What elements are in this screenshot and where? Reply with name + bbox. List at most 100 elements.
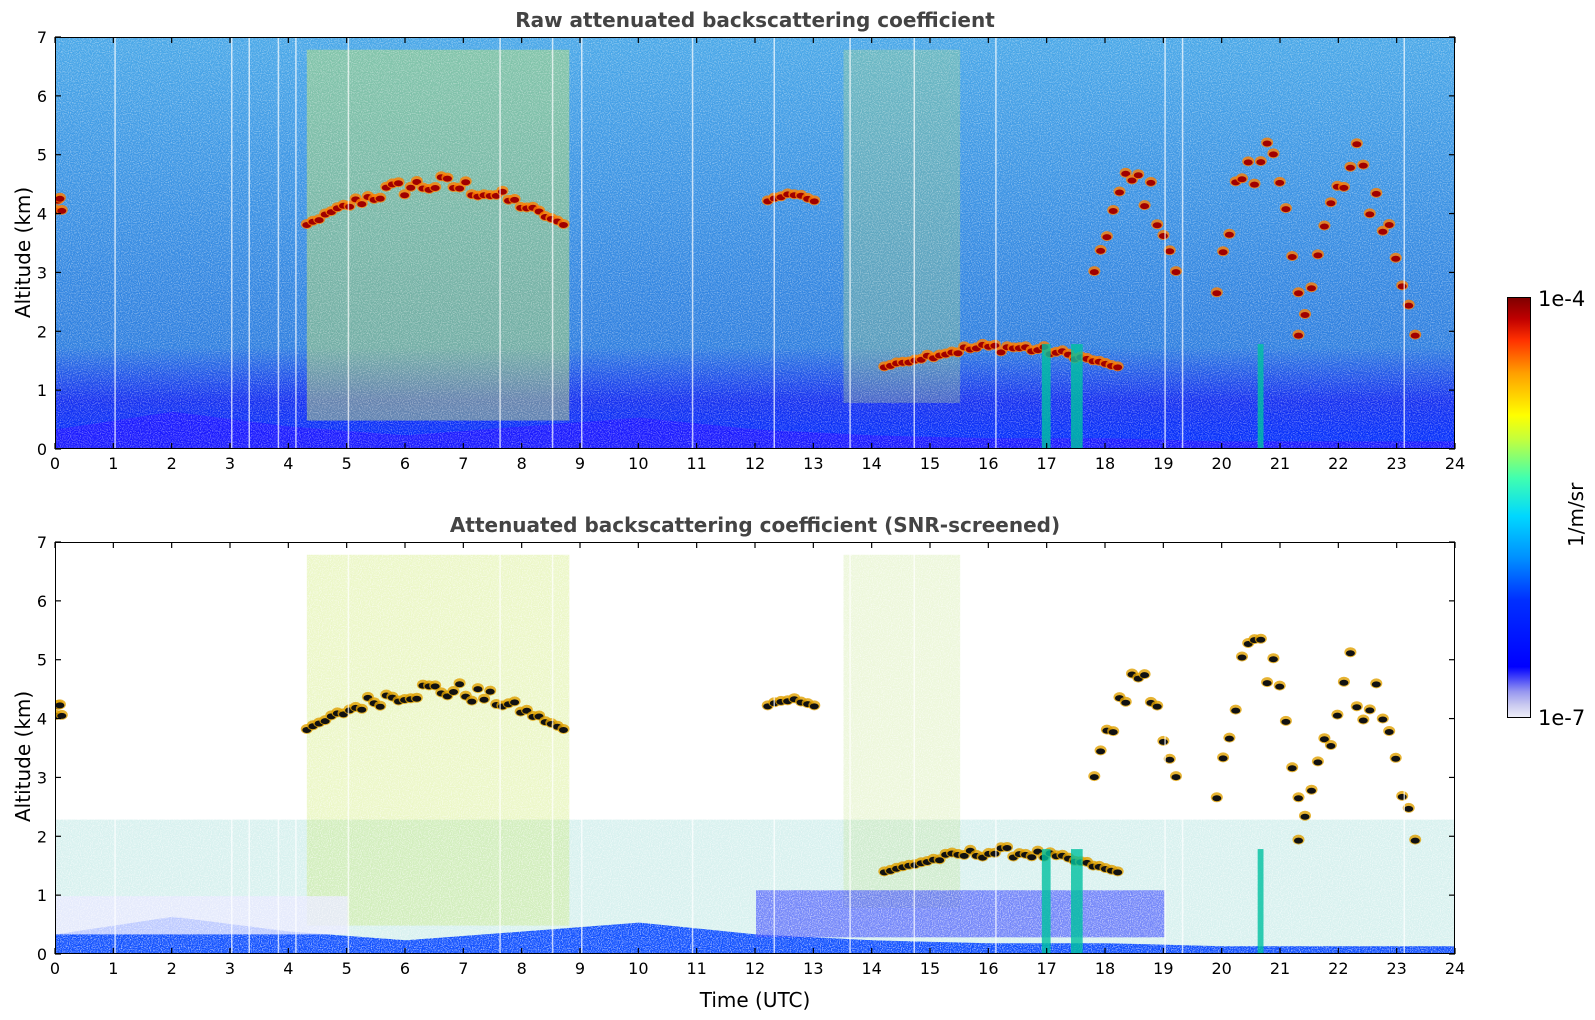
plot-area-raw: [55, 37, 1455, 449]
x-axis-label: Time (UTC): [699, 988, 811, 1012]
cloud-feature-cloud-3: [761, 693, 821, 711]
colorbar: [1507, 297, 1531, 718]
x-tick-label: 2: [167, 959, 177, 978]
x-tick-label: 13: [803, 959, 823, 978]
x-tick-label: 20: [1211, 454, 1231, 473]
y-tick-label: 6: [37, 592, 47, 611]
x-tick-label: 22: [1328, 454, 1348, 473]
x-tick-label: 12: [745, 959, 765, 978]
cloud-feature-cloud-5: [1088, 167, 1182, 277]
x-tick-label: 23: [1386, 959, 1406, 978]
precip-streak: [1257, 344, 1264, 448]
x-tick-label: 4: [283, 959, 293, 978]
data-gap: [499, 543, 501, 953]
heatmap-screened: [56, 543, 1454, 953]
cloud-feature-cirrus-1: [56, 192, 68, 215]
data-gap: [114, 543, 116, 953]
data-gap: [1181, 543, 1184, 953]
x-tick-label: 19: [1153, 454, 1173, 473]
x-tick-label: 9: [575, 959, 585, 978]
x-tick-label: 20: [1211, 959, 1231, 978]
y-tick-label: 2: [37, 827, 47, 846]
x-tick-label: 7: [458, 959, 468, 978]
x-tick-label: 1: [108, 454, 118, 473]
precip-streak: [1041, 849, 1051, 953]
y-tick-label: 7: [37, 28, 47, 47]
x-tick-label: 5: [342, 454, 352, 473]
x-tick-label: 21: [1270, 959, 1290, 978]
y-tick-label: 5: [37, 146, 47, 165]
data-gap: [231, 543, 233, 953]
x-tick-label: 12: [745, 454, 765, 473]
colorbar-max-label: 1e-4: [1538, 287, 1586, 311]
plot-area-screened: [55, 542, 1455, 954]
noise-overlay: [56, 543, 1454, 953]
cloud-feature-cloud-4: [878, 338, 1124, 372]
precip-streak: [1071, 344, 1083, 448]
x-tick-label: 5: [342, 959, 352, 978]
cloud-feature-cloud-7: [1292, 138, 1422, 340]
y-tick-label: 2: [37, 322, 47, 341]
cloud-feature-cloud-4: [878, 842, 1124, 877]
data-gap: [773, 543, 775, 953]
x-tick-label: 15: [920, 454, 940, 473]
data-gap: [849, 38, 851, 448]
data-gap: [995, 543, 997, 953]
x-tick-label: 9: [575, 454, 585, 473]
x-tick-label: 8: [517, 454, 527, 473]
x-tick-label: 23: [1386, 454, 1406, 473]
data-gap: [347, 543, 350, 953]
chart-title-screened: Attenuated backscattering coefficient (S…: [449, 513, 1061, 537]
x-tick-label: 15: [920, 959, 940, 978]
y-tick-label: 0: [37, 945, 47, 964]
x-tick-label: 11: [686, 959, 706, 978]
data-gap: [849, 543, 851, 953]
x-tick-label: 3: [225, 959, 235, 978]
cloud-feature-cloud-5: [1088, 668, 1182, 782]
x-tick-label: 3: [225, 454, 235, 473]
data-gap: [277, 38, 280, 448]
cloud-feature-cloud-7: [1292, 647, 1422, 845]
data-gap: [1164, 38, 1166, 448]
data-gap: [1164, 543, 1166, 953]
x-tick-label: 18: [1095, 959, 1115, 978]
data-gap: [581, 38, 583, 448]
data-gap: [114, 38, 116, 448]
data-gap: [248, 543, 250, 953]
data-gap: [277, 543, 280, 953]
cloud-feature-cirrus-2: [300, 171, 570, 229]
data-gap: [1403, 543, 1405, 953]
y-tick-label: 1: [37, 886, 47, 905]
data-gap: [581, 543, 583, 953]
data-gap: [295, 543, 297, 953]
y-tick-label: 1: [37, 381, 47, 400]
x-tick-label: 8: [517, 959, 527, 978]
y-tick-label: 5: [37, 651, 47, 670]
chart-title-raw: Raw attenuated backscattering coefficien…: [515, 8, 995, 32]
data-gap: [295, 38, 297, 448]
data-gap: [499, 38, 501, 448]
x-tick-label: 1: [108, 959, 118, 978]
x-tick-label: 0: [50, 959, 60, 978]
data-gap: [231, 38, 233, 448]
x-tick-label: 19: [1153, 959, 1173, 978]
y-tick-label: 6: [37, 87, 47, 106]
data-gap: [913, 38, 915, 448]
cloud-feature-cloud-6: [1210, 633, 1305, 803]
data-gap: [551, 543, 554, 953]
cloud-feature-cloud-3: [761, 188, 821, 206]
x-tick-label: 0: [50, 454, 60, 473]
y-tick-label: 4: [37, 710, 47, 729]
data-gap: [1403, 38, 1405, 448]
cloud-feature-cirrus-1: [56, 699, 68, 720]
colorbar-min-label: 1e-7: [1538, 706, 1586, 730]
x-tick-label: 18: [1095, 454, 1115, 473]
x-tick-label: 17: [1036, 959, 1056, 978]
x-tick-label: 10: [628, 959, 648, 978]
precip-streak: [1041, 344, 1051, 448]
data-gap: [913, 543, 915, 953]
data-gap: [691, 38, 694, 448]
y-tick-label: 3: [37, 263, 47, 282]
heatmap-raw: [56, 38, 1454, 448]
y-tick-label: 0: [37, 440, 47, 459]
